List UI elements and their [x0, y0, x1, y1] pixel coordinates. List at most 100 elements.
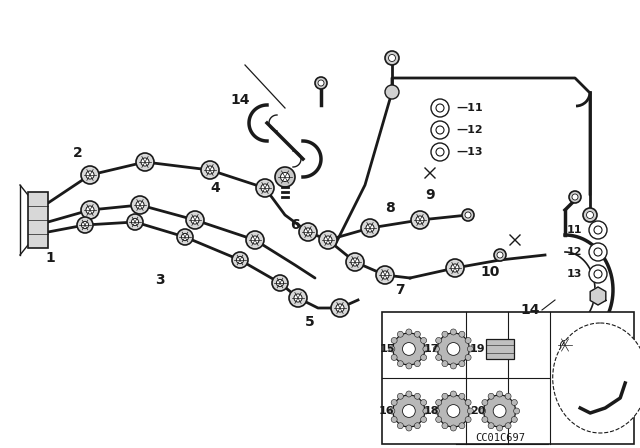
Circle shape [420, 400, 427, 405]
Circle shape [465, 354, 471, 361]
Circle shape [459, 331, 465, 337]
Text: 9: 9 [425, 188, 435, 202]
Circle shape [361, 219, 379, 237]
Circle shape [280, 172, 289, 181]
Circle shape [437, 395, 469, 427]
Circle shape [420, 337, 427, 344]
Text: —12: —12 [456, 125, 483, 135]
Circle shape [397, 331, 403, 337]
Circle shape [406, 391, 412, 397]
Circle shape [331, 299, 349, 317]
Circle shape [583, 208, 597, 222]
Circle shape [81, 221, 88, 228]
Circle shape [436, 337, 442, 344]
Circle shape [465, 212, 471, 218]
Circle shape [437, 333, 469, 365]
Text: 10: 10 [480, 265, 500, 279]
Circle shape [389, 346, 395, 352]
Circle shape [482, 417, 488, 422]
Text: 2: 2 [73, 146, 83, 160]
Circle shape [488, 393, 494, 399]
Circle shape [86, 206, 94, 214]
Text: —11: —11 [456, 103, 483, 113]
Circle shape [493, 405, 506, 418]
Circle shape [351, 258, 359, 266]
Circle shape [488, 423, 494, 429]
Circle shape [451, 329, 456, 335]
Circle shape [232, 252, 248, 268]
Circle shape [236, 256, 244, 263]
Circle shape [497, 252, 503, 258]
Circle shape [589, 221, 607, 239]
Circle shape [589, 243, 607, 261]
Circle shape [447, 405, 460, 418]
Circle shape [324, 236, 332, 244]
Circle shape [462, 209, 474, 221]
Circle shape [181, 233, 189, 241]
Circle shape [494, 249, 506, 261]
Circle shape [459, 393, 465, 399]
Text: 13: 13 [566, 269, 582, 279]
Circle shape [81, 201, 99, 219]
Circle shape [505, 393, 511, 399]
Bar [382, 312, 634, 444]
Circle shape [256, 179, 274, 197]
Circle shape [381, 271, 389, 279]
Circle shape [393, 395, 425, 427]
Circle shape [261, 184, 269, 192]
Circle shape [201, 161, 219, 179]
Circle shape [366, 224, 374, 232]
Circle shape [81, 166, 99, 184]
Circle shape [416, 216, 424, 224]
Circle shape [451, 425, 456, 431]
Circle shape [391, 354, 397, 361]
Text: 14: 14 [520, 303, 540, 317]
Circle shape [414, 331, 420, 337]
Text: 8: 8 [385, 201, 395, 215]
Circle shape [186, 211, 204, 229]
Text: 5: 5 [305, 315, 315, 329]
Circle shape [511, 400, 517, 405]
Circle shape [467, 346, 474, 352]
Circle shape [406, 329, 412, 335]
Circle shape [497, 391, 502, 397]
Circle shape [436, 417, 442, 422]
Circle shape [136, 153, 154, 171]
Circle shape [511, 417, 517, 422]
Circle shape [385, 51, 399, 65]
Circle shape [594, 226, 602, 234]
Text: 16: 16 [379, 406, 395, 416]
Circle shape [505, 423, 511, 429]
Circle shape [594, 270, 602, 278]
Text: 17: 17 [424, 344, 439, 354]
Circle shape [436, 126, 444, 134]
Circle shape [555, 335, 575, 355]
Circle shape [393, 333, 425, 365]
Circle shape [589, 265, 607, 283]
Circle shape [442, 423, 448, 429]
Circle shape [391, 337, 397, 344]
Circle shape [479, 408, 486, 414]
Circle shape [272, 275, 288, 291]
Circle shape [411, 211, 429, 229]
Text: CC01C697: CC01C697 [475, 433, 525, 443]
Circle shape [436, 104, 444, 112]
Circle shape [561, 340, 570, 349]
Circle shape [397, 361, 403, 366]
Circle shape [459, 423, 465, 429]
Circle shape [376, 266, 394, 284]
Circle shape [513, 408, 520, 414]
Circle shape [177, 229, 193, 245]
Circle shape [406, 363, 412, 369]
Text: 4: 4 [210, 181, 220, 195]
Text: 12: 12 [566, 247, 582, 257]
Circle shape [276, 280, 284, 287]
Circle shape [206, 166, 214, 174]
Circle shape [436, 148, 444, 156]
Circle shape [433, 408, 440, 414]
Circle shape [586, 211, 593, 219]
Circle shape [275, 167, 295, 187]
Circle shape [336, 304, 344, 312]
Circle shape [465, 417, 471, 422]
Circle shape [141, 158, 149, 166]
